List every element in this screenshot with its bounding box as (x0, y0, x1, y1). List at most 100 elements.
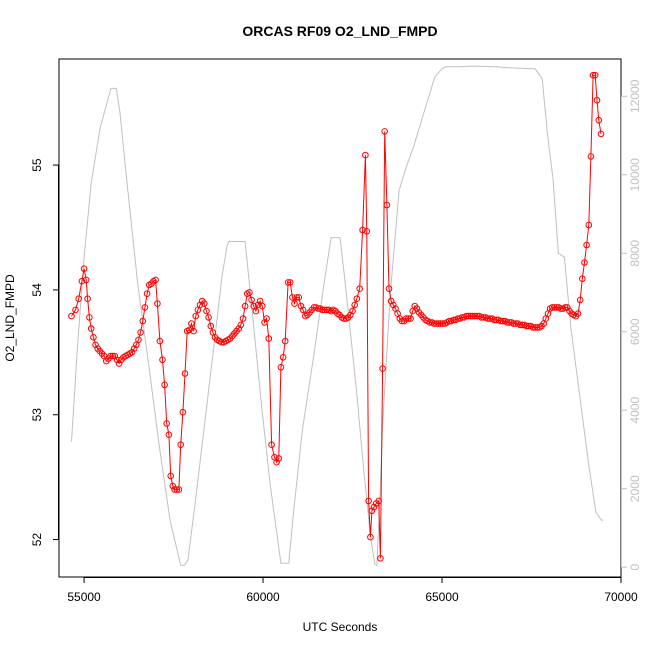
data-point (141, 304, 149, 311)
data-point (109, 352, 116, 360)
data-point (506, 319, 513, 326)
data-point (152, 276, 159, 284)
data-point (167, 472, 174, 480)
data-point (574, 310, 582, 317)
data-point (349, 307, 356, 315)
data-point (340, 315, 348, 322)
data-point (385, 285, 393, 293)
data-point (458, 314, 466, 321)
data-point (595, 116, 603, 124)
data-point (75, 295, 82, 303)
data-point (435, 320, 442, 327)
data-point (510, 320, 517, 327)
data-point (107, 352, 114, 360)
data-point (159, 356, 166, 364)
data-point (82, 276, 90, 284)
x-axis-label: UTC Seconds (303, 620, 378, 634)
data-point (549, 304, 556, 311)
y2-axis: 0 2000 4000 6000 8000 10000 12000 (621, 79, 642, 571)
data-point (239, 315, 247, 322)
data-point (454, 315, 462, 322)
data-point (241, 302, 249, 310)
data-point (113, 356, 121, 364)
data-point (413, 305, 421, 312)
data-point (353, 295, 361, 303)
data-point (465, 312, 472, 320)
data-point (351, 301, 359, 309)
data-point (259, 302, 266, 310)
data-point (523, 322, 530, 330)
data-point (154, 300, 161, 307)
data-point (90, 334, 97, 341)
data-point (78, 277, 86, 285)
data-point (293, 294, 301, 301)
data-point (161, 381, 168, 389)
x-tick-label: 60000 (246, 590, 280, 604)
data-point (169, 482, 177, 490)
data-point (192, 312, 199, 320)
data-point (430, 320, 438, 327)
data-point (368, 507, 376, 515)
data-point (486, 315, 494, 322)
data-point (467, 312, 475, 320)
secondary-series (71, 65, 604, 567)
data-point (130, 345, 138, 352)
data-point (531, 324, 539, 331)
data-point (587, 153, 595, 160)
data-point (279, 354, 287, 361)
data-point (503, 319, 511, 326)
data-point (268, 441, 275, 449)
data-point (381, 128, 389, 135)
data-point (323, 306, 331, 314)
secondary-series-line (71, 65, 604, 567)
data-point (297, 302, 305, 310)
data-point (356, 285, 364, 293)
data-point (295, 294, 303, 301)
data-point (275, 455, 283, 462)
data-point (551, 304, 558, 311)
data-point (597, 130, 605, 138)
y2-tick-label: 10000 (628, 158, 642, 192)
data-point (286, 279, 294, 286)
data-point (277, 364, 285, 371)
data-point (143, 290, 151, 298)
y2-tick-label: 2000 (628, 475, 642, 502)
data-point (186, 326, 193, 334)
data-point (163, 420, 170, 427)
primary-series (68, 71, 605, 562)
data-point (246, 289, 253, 296)
data-point (383, 201, 391, 209)
data-point (471, 312, 479, 320)
data-point (499, 317, 507, 325)
data-point (261, 319, 268, 326)
data-point (593, 96, 601, 104)
data-point (265, 335, 273, 342)
y-tick-label: 55 (30, 158, 44, 172)
data-point (237, 321, 245, 329)
data-point (291, 300, 298, 307)
data-point (137, 329, 144, 336)
data-point (387, 297, 395, 305)
data-point (248, 296, 255, 304)
x-tick-label: 65000 (425, 590, 459, 604)
data-point (156, 337, 164, 345)
data-point (365, 497, 372, 505)
data-point (321, 306, 328, 314)
data-point (135, 336, 142, 344)
data-point (493, 316, 500, 324)
y-tick-label: 52 (30, 533, 44, 547)
y-tick-label: 53 (30, 408, 44, 422)
data-point (68, 312, 75, 320)
data-point (263, 315, 270, 322)
data-point (553, 304, 560, 311)
data-point (583, 241, 590, 249)
data-point (439, 320, 447, 327)
data-point (362, 151, 369, 159)
data-point (319, 306, 326, 314)
y-tick-label: 54 (30, 283, 44, 297)
data-point (363, 228, 371, 235)
data-point (173, 486, 181, 493)
y2-tick-label: 6000 (628, 318, 642, 345)
data-point (407, 315, 414, 322)
data-point (165, 431, 173, 439)
